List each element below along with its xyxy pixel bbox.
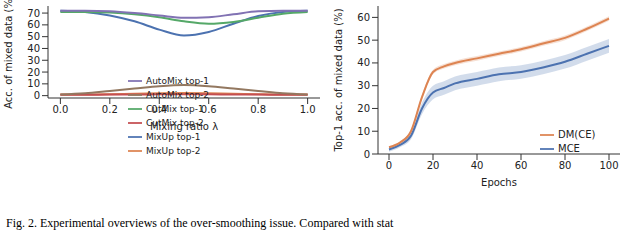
svg-text:60: 60 xyxy=(357,12,370,23)
svg-text:20: 20 xyxy=(427,160,440,171)
svg-text:Mixing ratio λ: Mixing ratio λ xyxy=(150,121,218,132)
svg-text:100: 100 xyxy=(599,160,618,171)
svg-text:20: 20 xyxy=(27,67,40,78)
svg-text:50: 50 xyxy=(27,31,40,42)
svg-text:10: 10 xyxy=(357,126,370,137)
svg-text:0: 0 xyxy=(34,90,40,101)
svg-text:30: 30 xyxy=(27,55,40,66)
svg-text:0.0: 0.0 xyxy=(52,104,68,115)
svg-text:0.4: 0.4 xyxy=(151,104,167,115)
svg-text:30: 30 xyxy=(357,80,370,91)
svg-text:0: 0 xyxy=(364,149,370,160)
svg-text:70: 70 xyxy=(27,8,40,19)
svg-text:0: 0 xyxy=(386,160,392,171)
svg-text:40: 40 xyxy=(27,43,40,54)
svg-text:40: 40 xyxy=(357,57,370,68)
svg-text:40: 40 xyxy=(471,160,484,171)
svg-text:Top-1 acc. of mixed data (%): Top-1 acc. of mixed data (%) xyxy=(333,8,344,152)
svg-text:80: 80 xyxy=(559,160,572,171)
svg-text:60: 60 xyxy=(27,19,40,30)
svg-text:Epochs: Epochs xyxy=(481,177,517,188)
svg-text:1.0: 1.0 xyxy=(300,104,316,115)
svg-text:Acc. of mixed data (%): Acc. of mixed data (%) xyxy=(8,0,14,109)
svg-text:10: 10 xyxy=(27,78,40,89)
svg-text:0.8: 0.8 xyxy=(250,104,266,115)
svg-text:20: 20 xyxy=(357,103,370,114)
svg-text:50: 50 xyxy=(357,35,370,46)
svg-text:60: 60 xyxy=(515,160,528,171)
svg-text:0.2: 0.2 xyxy=(102,104,118,115)
svg-text:0.6: 0.6 xyxy=(201,104,217,115)
